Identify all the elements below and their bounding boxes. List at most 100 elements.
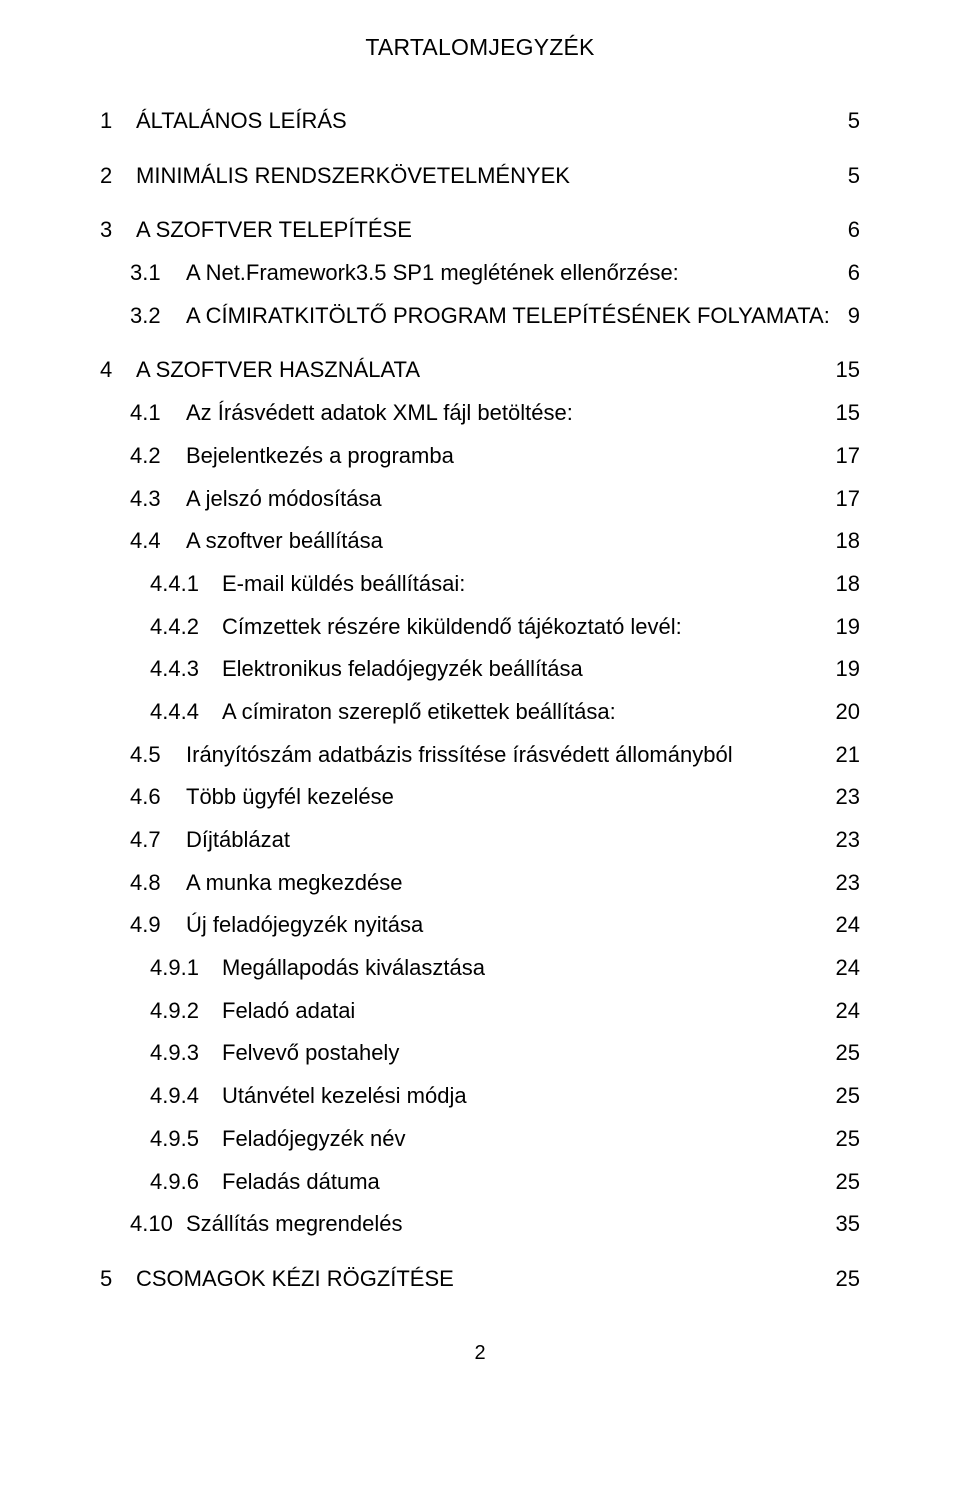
toc-entry-page: 18 bbox=[830, 521, 860, 562]
toc-entry-label: A SZOFTVER TELEPÍTÉSE bbox=[136, 210, 412, 251]
toc-entry-label: Irányítószám adatbázis frissítése írásvé… bbox=[186, 735, 733, 776]
toc-entry-number: 4.4.4 bbox=[150, 692, 222, 733]
toc-entry-number: 4.5 bbox=[130, 735, 186, 776]
toc-entry[interactable]: 4.4.3Elektronikus feladójegyzék beállítá… bbox=[100, 649, 860, 690]
toc-entry[interactable]: 4.9Új feladójegyzék nyitása 24 bbox=[100, 905, 860, 946]
toc-entry-label: ÁLTALÁNOS LEÍRÁS bbox=[136, 101, 347, 142]
toc-entry-page: 20 bbox=[830, 692, 860, 733]
toc-entry-number: 4.9.5 bbox=[150, 1119, 222, 1160]
toc-entry-number: 2 bbox=[100, 156, 136, 197]
toc-entry-page: 23 bbox=[830, 820, 860, 861]
toc-entry-label: Feladás dátuma bbox=[222, 1162, 380, 1203]
toc-entry-number: 4.4.2 bbox=[150, 607, 222, 648]
toc-entry[interactable]: 4.6Több ügyfél kezelése 23 bbox=[100, 777, 860, 818]
toc-entry[interactable]: 4.9.5Feladójegyzék név 25 bbox=[100, 1119, 860, 1160]
toc-entry-page: 23 bbox=[830, 777, 860, 818]
toc-entry-page: 15 bbox=[830, 393, 860, 434]
toc-entry-number: 5 bbox=[100, 1259, 136, 1300]
toc-entry[interactable]: 4.9.2Feladó adatai 24 bbox=[100, 991, 860, 1032]
toc-entry-number: 3.2 bbox=[130, 296, 186, 337]
toc-entry-page: 19 bbox=[830, 649, 860, 690]
toc-entry[interactable]: 4.3A jelszó módosítása 17 bbox=[100, 479, 860, 520]
toc-entry-label: A SZOFTVER HASZNÁLATA bbox=[136, 350, 420, 391]
toc-entry-label: Elektronikus feladójegyzék beállítása bbox=[222, 649, 583, 690]
toc-entry-number: 3.1 bbox=[130, 253, 186, 294]
toc-entry[interactable]: 4.4.1E-mail küldés beállításai:18 bbox=[100, 564, 860, 605]
toc-entry-label: CSOMAGOK KÉZI RÖGZÍTÉSE bbox=[136, 1259, 454, 1300]
toc-entry-label: Feladójegyzék név bbox=[222, 1119, 405, 1160]
toc-entry-label: Több ügyfél kezelése bbox=[186, 777, 394, 818]
toc-entry-number: 4 bbox=[100, 350, 136, 391]
toc-entry[interactable]: 4.10Szállítás megrendelés 35 bbox=[100, 1204, 860, 1245]
toc-entry[interactable]: 4.4A szoftver beállítása 18 bbox=[100, 521, 860, 562]
toc-entry-label: Az Írásvédett adatok XML fájl betöltése: bbox=[186, 393, 573, 434]
document-page: TARTALOMJEGYZÉK 1ÁLTALÁNOS LEÍRÁS52MINIM… bbox=[0, 0, 960, 1365]
toc-entry-number: 1 bbox=[100, 101, 136, 142]
page-number: 2 bbox=[100, 1342, 860, 1365]
toc-entry-number: 3 bbox=[100, 210, 136, 251]
toc-entry[interactable]: 3.2A CÍMIRATKITÖLTŐ PROGRAM TELEPÍTÉSÉNE… bbox=[100, 296, 860, 337]
toc-entry-label: Díjtáblázat bbox=[186, 820, 290, 861]
toc-entry[interactable]: 4.4.2Címzettek részére kiküldendő tájéko… bbox=[100, 607, 860, 648]
toc-entry[interactable]: 4.2Bejelentkezés a programba 17 bbox=[100, 436, 860, 477]
toc-entry-label: Szállítás megrendelés bbox=[186, 1204, 402, 1245]
toc-entry[interactable]: 4.9.3Felvevő postahely25 bbox=[100, 1033, 860, 1074]
toc-entry-number: 4.9.2 bbox=[150, 991, 222, 1032]
toc-entry-label: Felvevő postahely bbox=[222, 1033, 399, 1074]
toc-entry-number: 4.9.6 bbox=[150, 1162, 222, 1203]
table-of-contents: 1ÁLTALÁNOS LEÍRÁS52MINIMÁLIS RENDSZERKÖV… bbox=[100, 101, 860, 1300]
toc-entry-number: 4.4.1 bbox=[150, 564, 222, 605]
toc-entry[interactable]: 4.8A munka megkezdése23 bbox=[100, 863, 860, 904]
toc-entry-page: 9 bbox=[842, 296, 860, 337]
toc-entry[interactable]: 3.1A Net.Framework3.5 SP1 meglétének ell… bbox=[100, 253, 860, 294]
toc-entry[interactable]: 4A SZOFTVER HASZNÁLATA15 bbox=[100, 350, 860, 391]
toc-entry-label: MINIMÁLIS RENDSZERKÖVETELMÉNYEK bbox=[136, 156, 570, 197]
toc-entry[interactable]: 3A SZOFTVER TELEPÍTÉSE 6 bbox=[100, 210, 860, 251]
toc-entry[interactable]: 4.7Díjtáblázat23 bbox=[100, 820, 860, 861]
toc-entry-number: 4.9 bbox=[130, 905, 186, 946]
toc-entry-label: Megállapodás kiválasztása bbox=[222, 948, 485, 989]
toc-entry-page: 21 bbox=[830, 735, 860, 776]
toc-entry-number: 4.1 bbox=[130, 393, 186, 434]
toc-entry-page: 5 bbox=[842, 156, 860, 197]
toc-entry-number: 4.3 bbox=[130, 479, 186, 520]
toc-entry-label: A címiraton szereplő etikettek beállítás… bbox=[222, 692, 616, 733]
toc-entry[interactable]: 4.5Irányítószám adatbázis frissítése írá… bbox=[100, 735, 860, 776]
toc-entry-page: 6 bbox=[842, 253, 860, 294]
toc-entry-number: 4.4 bbox=[130, 521, 186, 562]
toc-entry-number: 4.6 bbox=[130, 777, 186, 818]
toc-entry[interactable]: 4.1Az Írásvédett adatok XML fájl betölté… bbox=[100, 393, 860, 434]
toc-entry-number: 4.10 bbox=[130, 1204, 186, 1245]
toc-entry[interactable]: 4.9.6Feladás dátuma 25 bbox=[100, 1162, 860, 1203]
doc-title: TARTALOMJEGYZÉK bbox=[100, 34, 860, 61]
toc-entry-label: A munka megkezdése bbox=[186, 863, 402, 904]
toc-entry-page: 19 bbox=[830, 607, 860, 648]
toc-entry-page: 23 bbox=[830, 863, 860, 904]
toc-entry-page: 25 bbox=[830, 1119, 860, 1160]
toc-entry[interactable]: 1ÁLTALÁNOS LEÍRÁS5 bbox=[100, 101, 860, 142]
toc-entry[interactable]: 5CSOMAGOK KÉZI RÖGZÍTÉSE 25 bbox=[100, 1259, 860, 1300]
toc-entry[interactable]: 2MINIMÁLIS RENDSZERKÖVETELMÉNYEK 5 bbox=[100, 156, 860, 197]
toc-entry-label: Utánvétel kezelési módja bbox=[222, 1076, 467, 1117]
toc-entry-page: 25 bbox=[830, 1259, 860, 1300]
toc-entry-page: 24 bbox=[830, 991, 860, 1032]
toc-entry-label: Feladó adatai bbox=[222, 991, 355, 1032]
toc-entry-page: 24 bbox=[830, 948, 860, 989]
toc-entry-label: Bejelentkezés a programba bbox=[186, 436, 454, 477]
toc-entry-page: 6 bbox=[842, 210, 860, 251]
toc-entry-number: 4.2 bbox=[130, 436, 186, 477]
toc-entry[interactable]: 4.9.4Utánvétel kezelési módja25 bbox=[100, 1076, 860, 1117]
toc-entry-label: Új feladójegyzék nyitása bbox=[186, 905, 423, 946]
toc-entry[interactable]: 4.4.4A címiraton szereplő etikettek beál… bbox=[100, 692, 860, 733]
toc-entry-number: 4.9.1 bbox=[150, 948, 222, 989]
toc-entry-page: 17 bbox=[830, 436, 860, 477]
toc-entry[interactable]: 4.9.1Megállapodás kiválasztása 24 bbox=[100, 948, 860, 989]
toc-entry-page: 17 bbox=[830, 479, 860, 520]
toc-entry-page: 24 bbox=[830, 905, 860, 946]
toc-entry-page: 25 bbox=[830, 1162, 860, 1203]
toc-entry-page: 35 bbox=[830, 1204, 860, 1245]
toc-entry-label: A CÍMIRATKITÖLTŐ PROGRAM TELEPÍTÉSÉNEK F… bbox=[186, 296, 830, 337]
toc-entry-label: A jelszó módosítása bbox=[186, 479, 382, 520]
toc-entry-number: 4.9.3 bbox=[150, 1033, 222, 1074]
toc-entry-label: A szoftver beállítása bbox=[186, 521, 383, 562]
